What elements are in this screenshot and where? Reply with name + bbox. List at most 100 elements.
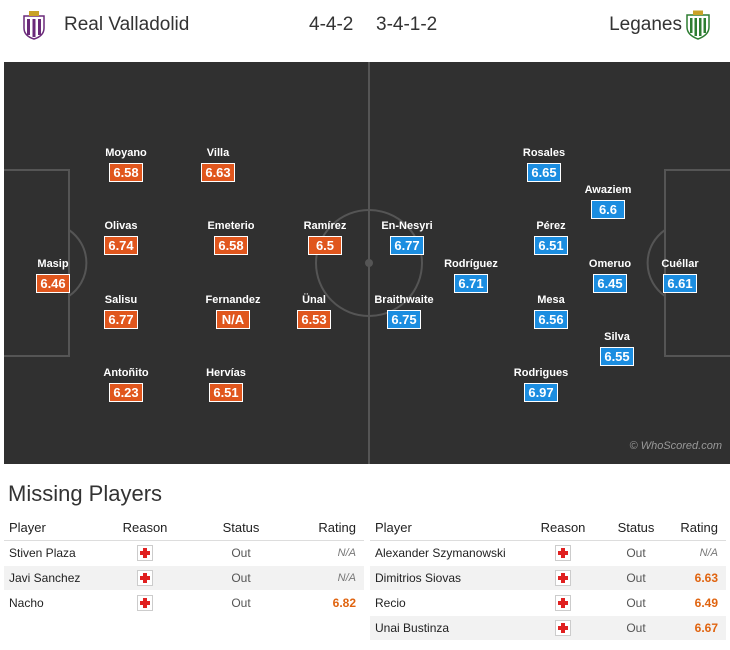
player-name[interactable]: Salisu xyxy=(104,294,138,306)
player-rating-badge: 6.71 xyxy=(454,274,488,293)
match-header: Real Valladolid 4-4-2 3-4-1-2 Leganes xyxy=(0,0,730,54)
missing-player-row: Unai Bustinza Out 6.67 xyxy=(370,615,726,641)
home-player-marker[interactable]: Moyano 6.58 xyxy=(86,146,166,182)
injury-cross-icon[interactable] xyxy=(555,545,571,561)
injury-cross-icon[interactable] xyxy=(137,595,153,611)
away-player-marker[interactable]: Silva 6.55 xyxy=(577,330,657,366)
home-player-marker[interactable]: Villa 6.63 xyxy=(178,146,258,182)
reason-cell xyxy=(525,590,601,616)
away-player-marker[interactable]: En-Nesyri 6.77 xyxy=(367,219,447,255)
column-header-rating[interactable]: Rating xyxy=(671,514,726,541)
injury-cross-icon[interactable] xyxy=(555,570,571,586)
column-header-player[interactable]: Player xyxy=(370,514,525,541)
missing-player-name[interactable]: Stiven Plaza xyxy=(4,540,109,566)
player-rating-badge: 6.6 xyxy=(591,200,625,219)
away-player-marker[interactable]: Cuéllar 6.61 xyxy=(640,257,720,293)
reason-cell xyxy=(109,590,181,616)
missing-player-name[interactable]: Alexander Szymanowski xyxy=(370,540,525,566)
rating-cell: N/A xyxy=(301,540,364,566)
rating-cell: N/A xyxy=(671,540,726,566)
player-rating-badge: 6.51 xyxy=(534,236,568,255)
player-name[interactable]: Ünal xyxy=(302,294,326,306)
player-name[interactable]: Emeterio xyxy=(207,220,255,232)
player-rating-badge: 6.5 xyxy=(308,236,342,255)
injury-cross-icon[interactable] xyxy=(137,570,153,586)
player-rating-badge: N/A xyxy=(216,310,250,329)
column-header-status[interactable]: Status xyxy=(601,514,671,541)
column-header-status[interactable]: Status xyxy=(181,514,301,541)
home-player-marker[interactable]: Ramírez 6.5 xyxy=(285,219,365,255)
column-header-reason[interactable]: Reason xyxy=(109,514,181,541)
player-name[interactable]: Villa xyxy=(206,147,230,159)
away-player-marker[interactable]: Pérez 6.51 xyxy=(511,219,591,255)
player-name[interactable]: Cuéllar xyxy=(661,258,699,270)
away-player-marker[interactable]: Rosales 6.65 xyxy=(504,146,584,182)
player-name[interactable]: Mesa xyxy=(537,294,565,306)
reason-cell xyxy=(525,615,601,641)
home-team-name[interactable]: Real Valladolid xyxy=(64,14,190,35)
away-player-marker[interactable]: Mesa 6.56 xyxy=(511,293,591,329)
missing-player-row: Recio Out 6.49 xyxy=(370,590,726,616)
home-team-crest-icon[interactable] xyxy=(20,10,48,40)
player-name[interactable]: Olivas xyxy=(104,220,138,232)
player-name[interactable]: Moyano xyxy=(105,147,147,159)
home-player-marker[interactable]: Antoñito 6.23 xyxy=(86,366,166,402)
missing-player-name[interactable]: Unai Bustinza xyxy=(370,615,525,641)
player-name[interactable]: Hervías xyxy=(206,367,246,379)
player-name[interactable]: Antoñito xyxy=(103,367,149,379)
away-player-marker[interactable]: Rodríguez 6.71 xyxy=(431,257,511,293)
column-header-rating[interactable]: Rating xyxy=(301,514,364,541)
injury-cross-icon[interactable] xyxy=(555,620,571,636)
away-player-marker[interactable]: Braithwaite 6.75 xyxy=(364,293,444,329)
player-rating-badge: 6.45 xyxy=(593,274,627,293)
missing-player-row: Nacho Out 6.82 xyxy=(4,590,364,616)
player-name[interactable]: Fernandez xyxy=(205,294,261,306)
player-rating-badge: 6.65 xyxy=(527,163,561,182)
player-name[interactable]: En-Nesyri xyxy=(381,220,433,232)
home-player-marker[interactable]: Ünal 6.53 xyxy=(274,293,354,329)
status-cell: Out xyxy=(601,615,671,641)
column-header-player[interactable]: Player xyxy=(4,514,109,541)
player-name[interactable]: Ramírez xyxy=(303,220,347,232)
missing-player-name[interactable]: Javi Sanchez xyxy=(4,565,109,591)
away-team-name[interactable]: Leganes xyxy=(609,14,682,35)
player-name[interactable]: Rosales xyxy=(522,147,566,159)
away-team-crest-icon[interactable] xyxy=(684,10,712,40)
home-player-marker[interactable]: Salisu 6.77 xyxy=(81,293,161,329)
rating-cell: 6.49 xyxy=(671,590,726,616)
player-name[interactable]: Awaziem xyxy=(584,184,632,196)
player-name[interactable]: Silva xyxy=(604,331,630,343)
home-player-marker[interactable]: Hervías 6.51 xyxy=(186,366,266,402)
player-name[interactable]: Braithwaite xyxy=(374,294,434,306)
reason-cell xyxy=(109,565,181,591)
injury-cross-icon[interactable] xyxy=(555,595,571,611)
player-rating-badge: 6.77 xyxy=(104,310,138,329)
reason-cell xyxy=(525,565,601,591)
home-player-marker[interactable]: Fernandez N/A xyxy=(193,293,273,329)
missing-player-name[interactable]: Nacho xyxy=(4,590,109,616)
rating-cell: 6.67 xyxy=(671,615,726,641)
player-name[interactable]: Masip xyxy=(37,258,69,270)
home-player-marker[interactable]: Masip 6.46 xyxy=(13,257,93,293)
missing-player-name[interactable]: Dimitrios Siovas xyxy=(370,565,525,591)
player-rating-badge: 6.97 xyxy=(524,383,558,402)
home-missing-table: Player Reason Status Rating Stiven Plaza… xyxy=(4,514,364,616)
home-player-marker[interactable]: Emeterio 6.58 xyxy=(191,219,271,255)
away-player-marker[interactable]: Rodrigues 6.97 xyxy=(501,366,581,402)
player-name[interactable]: Rodrigues xyxy=(513,367,569,379)
home-player-marker[interactable]: Olivas 6.74 xyxy=(81,219,161,255)
player-rating-badge: 6.56 xyxy=(534,310,568,329)
whoscored-watermark: © WhoScored.com xyxy=(629,440,722,452)
player-name[interactable]: Pérez xyxy=(536,220,566,232)
missing-player-name[interactable]: Recio xyxy=(370,590,525,616)
player-rating-badge: 6.46 xyxy=(36,274,70,293)
status-cell: Out xyxy=(181,565,301,591)
status-cell: Out xyxy=(601,565,671,591)
injury-cross-icon[interactable] xyxy=(137,545,153,561)
away-player-marker[interactable]: Awaziem 6.6 xyxy=(568,183,648,219)
player-name[interactable]: Omeruo xyxy=(588,258,632,270)
missing-player-row: Stiven Plaza Out N/A xyxy=(4,540,364,566)
away-player-marker[interactable]: Omeruo 6.45 xyxy=(570,257,650,293)
player-name[interactable]: Rodríguez xyxy=(444,258,498,270)
column-header-reason[interactable]: Reason xyxy=(525,514,601,541)
